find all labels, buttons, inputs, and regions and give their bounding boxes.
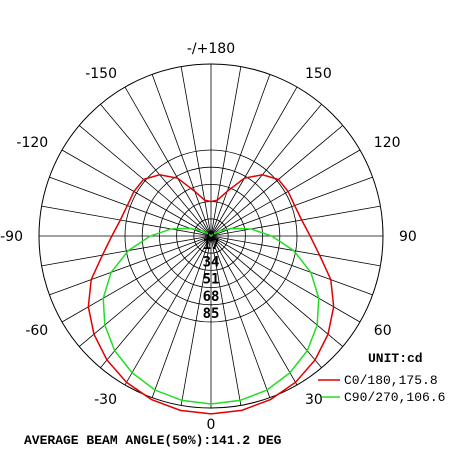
grid-spoke — [210, 235, 373, 296]
grid-spoke — [180, 235, 212, 406]
radial-tick-label: 34 — [203, 254, 220, 270]
polar-labels: -/+180-150 150-120 120-90 90-60 60-30 3000173… — [0, 41, 417, 433]
grid-spoke — [210, 235, 271, 398]
series-line — [102, 227, 320, 405]
legend: UNIT:cd C0/180,175.8 C90/270,106.6 — [318, 351, 445, 405]
angle-tick-label: -60 — [25, 323, 48, 339]
beam-angle-footer: AVERAGE BEAM ANGLE(50%):141.2 DEG — [24, 433, 282, 448]
grid-spoke — [210, 66, 242, 237]
grid-spoke — [180, 66, 212, 237]
grid-spoke — [49, 235, 212, 296]
legend-c90-label: C90/270,106.6 — [344, 390, 445, 405]
grid-spoke — [210, 205, 381, 237]
grid-spoke — [210, 86, 298, 237]
angle-tick-label: -120 — [16, 135, 48, 151]
grid-spoke — [41, 235, 212, 267]
series-line — [87, 173, 335, 415]
grid-spoke — [124, 235, 212, 386]
grid-spoke — [151, 235, 212, 398]
grid-spoke — [124, 86, 212, 237]
grid-spoke — [210, 235, 344, 347]
angle-tick-label: 90 — [399, 229, 417, 245]
grid-spoke — [78, 235, 212, 347]
grid-spoke — [41, 205, 212, 237]
angle-tick-label: 60 — [374, 323, 392, 339]
radial-tick-label: 51 — [203, 272, 220, 288]
grid-spoke — [100, 235, 212, 369]
grid-spoke — [210, 235, 381, 267]
grid-spoke — [210, 235, 322, 369]
grid-spoke — [49, 176, 212, 237]
angle-tick-label: -30 — [94, 392, 117, 408]
grid-spoke — [100, 103, 212, 237]
angle-tick-label: 150 — [305, 66, 332, 82]
polar-grid — [38, 63, 384, 409]
intensity-curves — [87, 173, 335, 415]
grid-spoke — [210, 103, 322, 237]
radial-zero-label: 0 — [207, 230, 215, 245]
grid-spoke — [210, 125, 344, 237]
grid-spoke — [210, 235, 242, 406]
angle-tick-label: 120 — [374, 135, 401, 151]
angle-tick-label: 0 — [207, 417, 216, 433]
angle-tick-label: 30 — [305, 392, 323, 408]
grid-spoke — [61, 149, 212, 237]
grid-spoke — [151, 74, 212, 237]
grid-spoke — [61, 235, 212, 323]
grid-spoke — [210, 74, 271, 237]
grid-spoke — [210, 235, 298, 386]
radial-tick-label: 17 — [203, 237, 220, 253]
grid-spoke — [210, 176, 373, 237]
grid-spoke — [210, 235, 361, 323]
legend-c0-label: C0/180,175.8 — [344, 373, 438, 388]
angle-tick-label: -/+180 — [187, 41, 235, 57]
grid-spoke — [78, 125, 212, 237]
angle-tick-label: -90 — [0, 229, 23, 245]
radial-tick-label: 68 — [203, 289, 220, 305]
legend-unit-label: UNIT:cd — [368, 351, 423, 366]
angle-tick-label: -150 — [85, 66, 117, 82]
grid-spoke — [210, 149, 361, 237]
radial-tick-label: 85 — [203, 306, 220, 322]
